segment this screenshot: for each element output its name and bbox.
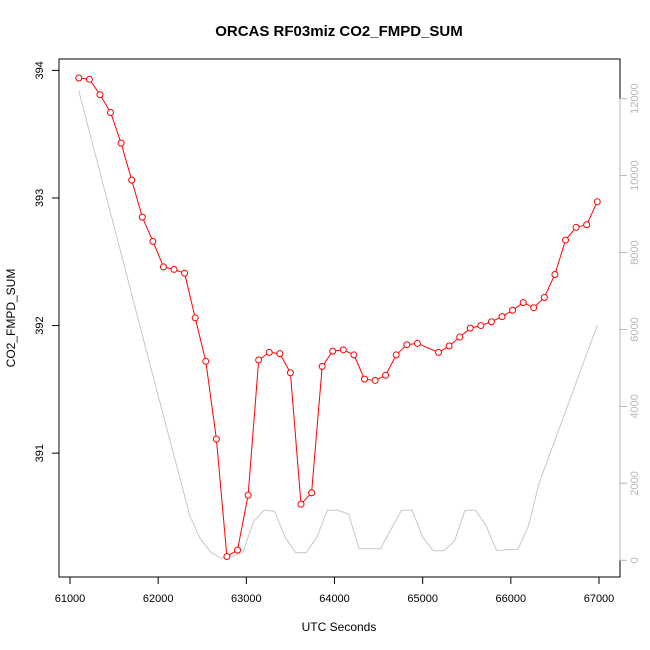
x-tick-label: 65000 <box>407 593 438 605</box>
data-point <box>128 176 136 184</box>
data-point <box>509 306 517 314</box>
series-layer <box>75 74 601 561</box>
y-tick-label: 394 <box>34 61 46 79</box>
x-tick-label: 63000 <box>231 593 262 605</box>
plot-frame <box>58 58 621 578</box>
data-point <box>498 313 506 321</box>
secondary-series-line <box>78 90 598 559</box>
data-point <box>244 491 252 499</box>
data-point <box>297 500 305 508</box>
data-point <box>255 356 263 364</box>
data-point <box>583 221 591 229</box>
y2-tick-label: 2000 <box>629 471 641 495</box>
data-point <box>223 553 231 561</box>
data-point <box>413 339 421 347</box>
x-tick-label: 67000 <box>584 593 615 605</box>
data-point <box>202 357 210 365</box>
data-point <box>329 347 337 355</box>
data-point <box>456 333 464 341</box>
data-point <box>466 324 474 332</box>
data-point <box>551 271 559 279</box>
data-point <box>75 74 83 82</box>
data-point <box>234 546 242 554</box>
data-point <box>360 375 368 383</box>
data-point <box>159 263 167 271</box>
y2-tick-label: 10000 <box>629 160 641 191</box>
y-axis-right: 0 2000 4000 6000 8000 10000 12000 <box>619 83 641 563</box>
data-point <box>181 269 189 277</box>
y2-tick-label: 0 <box>629 557 641 563</box>
data-point <box>339 346 347 354</box>
data-point <box>403 341 411 349</box>
chart-title: ORCAS RF03miz CO2_FMPD_SUM <box>215 23 463 40</box>
y-axis-label: CO2_FMPD_SUM <box>4 269 18 368</box>
data-point <box>308 489 316 497</box>
data-point <box>392 351 400 359</box>
data-point <box>276 350 284 358</box>
x-tick-label: 62000 <box>143 593 174 605</box>
x-tick-label: 61000 <box>55 593 86 605</box>
y2-tick-label: 6000 <box>629 317 641 341</box>
data-point <box>107 108 115 116</box>
y2-tick-label: 12000 <box>629 83 641 114</box>
x-axis: 61000 62000 63000 64000 65000 66000 67000 <box>55 576 615 605</box>
data-point <box>561 236 569 244</box>
data-point <box>540 293 548 301</box>
data-point <box>350 351 358 359</box>
data-point <box>170 265 178 273</box>
data-point <box>477 322 485 330</box>
data-point <box>530 304 538 312</box>
y-axis-left: 391 392 393 394 <box>34 61 60 462</box>
data-point <box>371 376 379 384</box>
primary-series-line <box>78 77 598 558</box>
data-point <box>191 314 199 322</box>
data-point <box>85 75 93 83</box>
data-point <box>593 198 601 206</box>
data-point <box>445 342 453 350</box>
data-point <box>265 348 273 356</box>
data-point <box>138 213 146 221</box>
data-point <box>487 318 495 326</box>
data-point <box>149 237 157 245</box>
y-tick-label: 392 <box>34 316 46 334</box>
x-tick-label: 64000 <box>319 593 350 605</box>
y2-tick-label: 4000 <box>629 394 641 418</box>
data-point <box>96 91 104 99</box>
data-point <box>117 139 125 147</box>
data-point <box>572 223 580 231</box>
data-point <box>435 348 443 356</box>
data-point <box>286 369 294 377</box>
data-point <box>212 435 220 443</box>
y-tick-label: 391 <box>34 444 46 462</box>
x-tick-label: 66000 <box>496 593 527 605</box>
data-point <box>382 371 390 379</box>
x-axis-label: UTC Seconds <box>302 620 377 634</box>
y-tick-label: 393 <box>34 189 46 207</box>
data-point <box>318 362 326 370</box>
y2-tick-label: 8000 <box>629 240 641 264</box>
data-point <box>519 299 527 307</box>
